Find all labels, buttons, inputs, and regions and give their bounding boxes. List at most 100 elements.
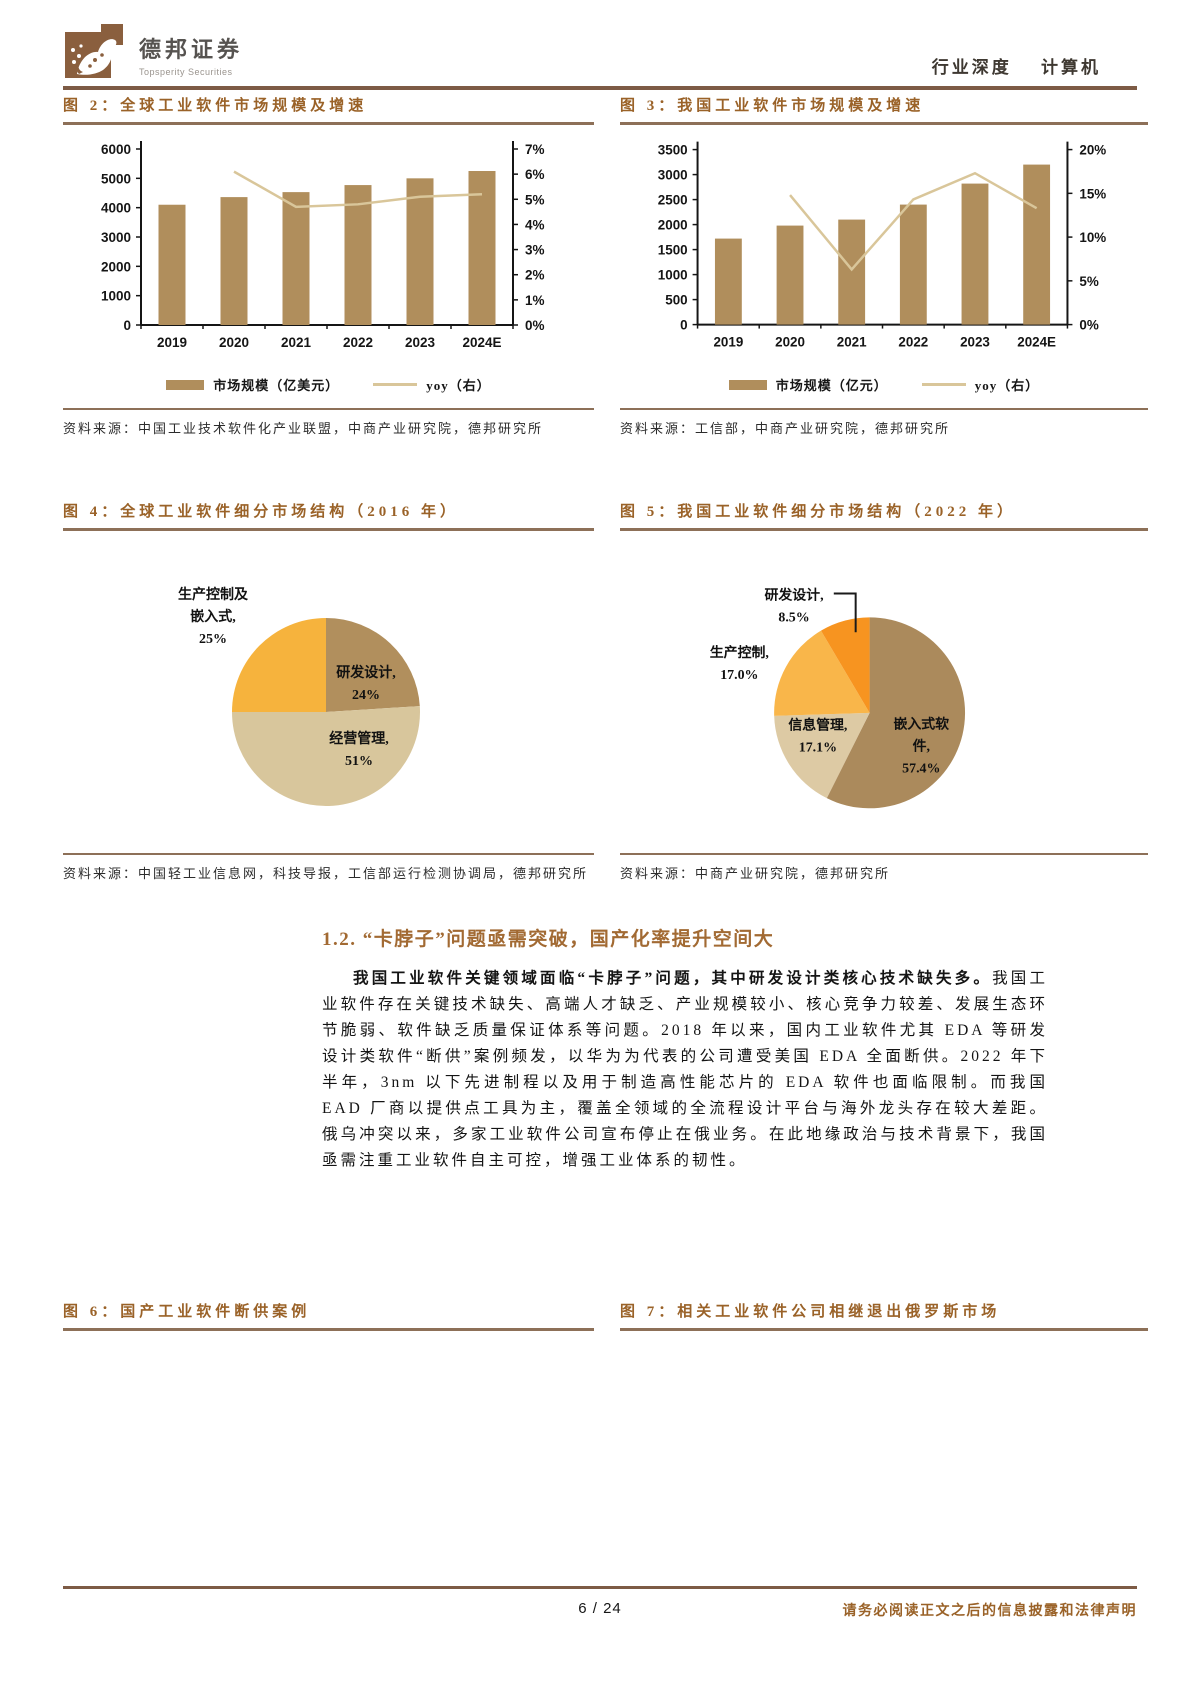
svg-text:17.1%: 17.1% bbox=[799, 741, 837, 756]
brand-name-cn: 德邦证券 bbox=[139, 37, 244, 62]
svg-text:4000: 4000 bbox=[101, 201, 131, 216]
brand-name-en: Topsperity Securities bbox=[139, 67, 233, 77]
svg-text:4%: 4% bbox=[525, 217, 545, 232]
svg-text:研发设计,: 研发设计, bbox=[764, 586, 823, 603]
svg-text:2021: 2021 bbox=[281, 335, 312, 350]
svg-text:8.5%: 8.5% bbox=[778, 610, 809, 625]
figure-4-source: 资料来源：中国轻工业信息网，科技导报，工信部运行检测协调局，德邦研究所 bbox=[63, 853, 594, 885]
legend-bar-label: 市场规模（亿美元） bbox=[213, 378, 340, 393]
svg-text:经营管理,: 经营管理, bbox=[329, 730, 389, 747]
svg-text:10%: 10% bbox=[1079, 230, 1106, 245]
legend-line-label: yoy（右） bbox=[974, 378, 1040, 393]
svg-text:1000: 1000 bbox=[101, 289, 131, 304]
global-market-bar-chart: 0 1000 2000 3000 4000 5000 6000 0% 1% 2% 3% 4% 5% 6% 7… bbox=[101, 141, 545, 350]
figure-5-title: 图 5：我国工业软件细分市场结构（2022 年） bbox=[620, 504, 1017, 520]
svg-text:2019: 2019 bbox=[713, 334, 743, 349]
svg-text:3000: 3000 bbox=[101, 230, 131, 245]
industry-label: 计算机 bbox=[1041, 58, 1101, 77]
figure-3-china-market: 图 3：我国工业软件市场规模及增速 0 500 1000 1500 2000 2500 30… bbox=[620, 94, 1148, 440]
line-swatch-icon bbox=[921, 383, 966, 386]
figure-4-global-structure: 图 4：全球工业软件细分市场结构（2016 年） 研发设计, 24% 经营管理, 51… bbox=[63, 500, 594, 885]
svg-text:研发设计,: 研发设计, bbox=[336, 664, 396, 681]
svg-text:17.0%: 17.0% bbox=[720, 668, 758, 683]
legend-item-line: yoy（右） bbox=[373, 375, 491, 394]
svg-text:2%: 2% bbox=[525, 268, 545, 283]
figure-2-title: 图 2：全球工业软件市场规模及增速 bbox=[63, 98, 368, 114]
legend-bar-label: 市场规模（亿元） bbox=[775, 378, 888, 393]
svg-text:20%: 20% bbox=[1079, 143, 1106, 158]
svg-text:嵌入式,: 嵌入式, bbox=[190, 608, 236, 625]
figure-3-title: 图 3：我国工业软件市场规模及增速 bbox=[620, 98, 925, 114]
svg-text:嵌入式软: 嵌入式软 bbox=[893, 716, 949, 733]
title-rule bbox=[63, 1328, 594, 1331]
svg-text:0%: 0% bbox=[1079, 318, 1098, 333]
svg-text:生产控制,: 生产控制, bbox=[710, 644, 769, 661]
svg-text:15%: 15% bbox=[1079, 186, 1106, 201]
figure-4-title: 图 4：全球工业软件细分市场结构（2016 年） bbox=[63, 504, 460, 520]
svg-text:500: 500 bbox=[665, 293, 687, 308]
figure-7-russia-exit: 图 7：相关工业软件公司相继退出俄罗斯市场 bbox=[620, 1300, 1148, 1331]
title-rule bbox=[63, 528, 594, 531]
svg-text:51%: 51% bbox=[345, 754, 373, 769]
title-rule bbox=[620, 122, 1148, 125]
svg-text:生产控制及: 生产控制及 bbox=[178, 586, 249, 603]
svg-text:1%: 1% bbox=[525, 293, 545, 308]
svg-text:2023: 2023 bbox=[960, 334, 990, 349]
legend-item-bar: 市场规模（亿元） bbox=[728, 375, 888, 394]
svg-text:3000: 3000 bbox=[658, 168, 688, 183]
body-paragraph: 我国工业软件关键领域面临“卡脖子”问题，其中研发设计类核心技术缺失多。我国工业软… bbox=[322, 966, 1048, 1174]
paragraph-rest: 我国工业软件存在关键技术缺失、高端人才缺乏、产业规模较小、核心竞争力较差、发展生… bbox=[322, 970, 1048, 1169]
svg-text:1500: 1500 bbox=[658, 243, 688, 258]
svg-text:2023: 2023 bbox=[405, 335, 436, 350]
cheetah-logo-icon bbox=[65, 24, 123, 78]
doc-type-label: 行业深度 bbox=[931, 58, 1012, 77]
header-category: 行业深度 计算机 bbox=[910, 53, 1101, 78]
svg-text:25%: 25% bbox=[199, 632, 227, 647]
svg-text:7%: 7% bbox=[525, 142, 545, 157]
figure-2-legend: 市场规模（亿美元） yoy（右） bbox=[63, 375, 594, 394]
figure-5-china-structure: 图 5：我国工业软件细分市场结构（2022 年） 嵌入式软 件, 57.4% 信息管理… bbox=[620, 500, 1148, 885]
page-number: 6 / 24 bbox=[578, 1600, 622, 1617]
svg-text:1000: 1000 bbox=[658, 268, 688, 283]
svg-text:2020: 2020 bbox=[775, 334, 805, 349]
svg-text:0: 0 bbox=[123, 318, 131, 333]
svg-text:2024E: 2024E bbox=[1017, 334, 1056, 349]
svg-text:2020: 2020 bbox=[219, 335, 249, 350]
svg-text:5%: 5% bbox=[525, 192, 545, 207]
svg-text:24%: 24% bbox=[352, 688, 380, 703]
brand-block: 德邦证券 Topsperity Securities bbox=[139, 32, 243, 77]
svg-text:6000: 6000 bbox=[101, 142, 131, 157]
section-heading: 1.2. “卡脖子”问题亟需突破，国产化率提升空间大 bbox=[322, 929, 775, 950]
svg-text:2021: 2021 bbox=[837, 334, 867, 349]
figure-6-title: 图 6：国产工业软件断供案例 bbox=[63, 1304, 311, 1320]
svg-text:2024E: 2024E bbox=[462, 335, 501, 350]
svg-text:2000: 2000 bbox=[101, 259, 131, 274]
figure-3-legend: 市场规模（亿元） yoy（右） bbox=[620, 375, 1148, 394]
legend-item-bar: 市场规模（亿美元） bbox=[166, 375, 339, 394]
svg-text:2019: 2019 bbox=[157, 335, 187, 350]
svg-text:5000: 5000 bbox=[101, 171, 131, 186]
svg-text:0: 0 bbox=[680, 318, 687, 333]
legend-item-line: yoy（右） bbox=[921, 375, 1040, 394]
china-market-bar-chart: 0 500 1000 1500 2000 2500 3000 3500 0% 5% 10% 15% 20… bbox=[658, 141, 1106, 349]
figure-2-global-market: 图 2：全球工业软件市场规模及增速 0 1000 2000 3000 4000 5000 6… bbox=[63, 94, 594, 440]
title-rule bbox=[63, 122, 594, 125]
paragraph-bold-lead: 我国工业软件关键领域面临“卡脖子”问题，其中研发设计类核心技术缺失多。 bbox=[353, 970, 993, 987]
bar-swatch-icon bbox=[166, 379, 205, 390]
bar-swatch-icon bbox=[728, 379, 767, 390]
figure-3-source: 资料来源：工信部，中商产业研究院，德邦研究所 bbox=[620, 408, 1148, 440]
page-footer: 6 / 24 请务必阅读正文之后的信息披露和法律声明 bbox=[63, 1586, 1137, 1633]
svg-text:2500: 2500 bbox=[658, 193, 688, 208]
svg-text:0%: 0% bbox=[525, 318, 545, 333]
svg-text:2000: 2000 bbox=[658, 218, 688, 233]
svg-text:件,: 件, bbox=[913, 738, 930, 755]
figure-2-source: 资料来源：中国工业技术软件化产业联盟，中商产业研究院，德邦研究所 bbox=[63, 408, 594, 440]
svg-text:信息管理,: 信息管理, bbox=[788, 717, 847, 734]
svg-text:6%: 6% bbox=[525, 167, 545, 182]
svg-text:3%: 3% bbox=[525, 243, 545, 258]
line-swatch-icon bbox=[373, 383, 418, 386]
svg-text:3500: 3500 bbox=[658, 143, 688, 158]
